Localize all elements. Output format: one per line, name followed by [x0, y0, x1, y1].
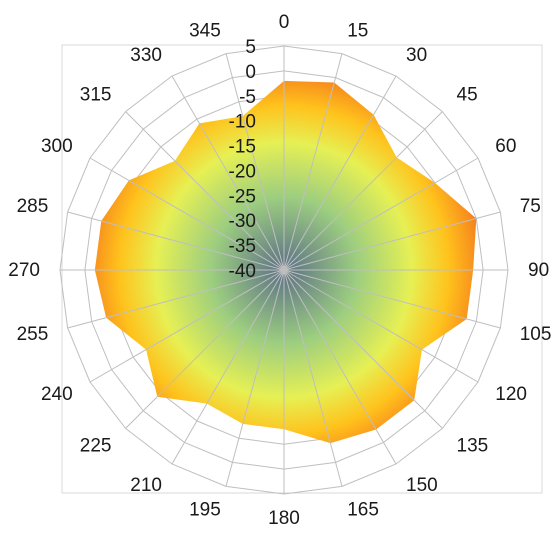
radial-tick-label: -40 [229, 261, 256, 282]
angle-tick-label: 300 [41, 136, 73, 157]
angle-tick-label: 150 [406, 475, 438, 496]
angle-tick-label: 195 [189, 500, 221, 521]
angle-tick-label: 165 [347, 500, 379, 521]
radial-tick-label: 5 [245, 37, 256, 58]
radial-tick-label: -10 [229, 112, 256, 133]
angle-tick-label: 270 [8, 260, 40, 281]
angle-tick-label: 120 [495, 384, 527, 405]
angle-tick-label: 315 [80, 85, 112, 106]
angle-tick-label: 135 [457, 435, 489, 456]
angle-tick-label: 210 [130, 475, 162, 496]
radial-tick-label: -30 [229, 211, 256, 232]
angle-tick-label: 75 [520, 196, 541, 217]
radial-tick-label: -15 [229, 137, 256, 158]
angle-tick-label: 30 [406, 45, 427, 66]
angle-tick-label: 240 [41, 384, 73, 405]
angle-tick-label: 60 [495, 136, 516, 157]
angle-tick-label: 225 [80, 435, 112, 456]
angle-tick-label: 0 [279, 12, 290, 33]
radial-tick-label: 0 [245, 62, 256, 83]
radial-tick-label: -5 [239, 87, 256, 108]
angle-tick-label: 105 [520, 324, 552, 345]
angle-tick-label: 255 [17, 324, 49, 345]
angle-tick-label: 330 [130, 45, 162, 66]
angle-tick-label: 90 [528, 260, 549, 281]
radial-tick-label: -25 [229, 186, 256, 207]
angle-tick-label: 180 [268, 508, 300, 529]
spoke-layer [60, 46, 508, 494]
radial-tick-label: -35 [229, 236, 256, 257]
angle-tick-label: 345 [189, 21, 221, 42]
angle-tick-label: 285 [17, 196, 49, 217]
radial-tick-label: -20 [229, 161, 256, 182]
angle-tick-label: 45 [457, 85, 478, 106]
angle-tick-label: 15 [347, 21, 368, 42]
